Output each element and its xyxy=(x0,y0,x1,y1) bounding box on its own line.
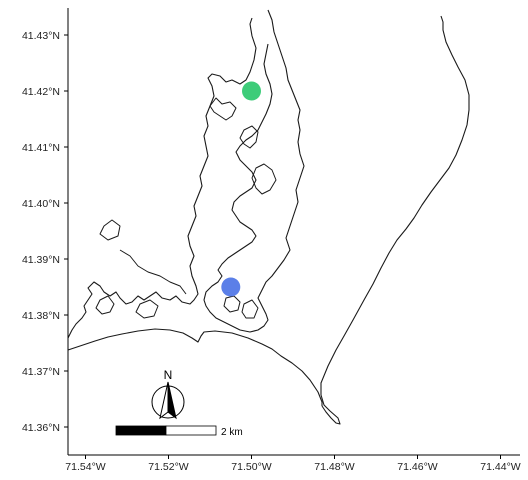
points-layer xyxy=(221,81,261,297)
y-tick-label: 41.41°N xyxy=(22,142,60,154)
y-tick-label: 41.42°N xyxy=(22,86,60,98)
x-axis: 71.54°W 71.52°W 71.50°W 71.48°W 71.46°W 71.44… xyxy=(65,454,521,473)
scale-bar-segment-dark xyxy=(115,425,167,436)
y-tick-label: 41.37°N xyxy=(22,366,60,378)
marsh-island-north xyxy=(209,97,237,121)
x-tick-label: 71.44°W xyxy=(480,461,520,473)
marsh-west xyxy=(67,17,257,339)
y-tick-label: 41.39°N xyxy=(22,254,60,266)
x-tick-label: 71.52°W xyxy=(148,461,188,473)
marsh-island-west-1 xyxy=(95,295,115,315)
scale-bar-segment-light xyxy=(165,425,217,436)
sample-point-site-north[interactable] xyxy=(242,81,261,101)
north-arrow: N xyxy=(151,368,185,420)
marsh-island-central xyxy=(251,163,277,195)
marsh-island-west-3 xyxy=(99,219,121,241)
marsh-island-middle xyxy=(239,125,259,149)
sample-point-site-south[interactable] xyxy=(221,277,241,297)
x-tick-label: 71.48°W xyxy=(314,461,354,473)
coastline-west xyxy=(67,328,323,406)
marsh-creek-west xyxy=(119,249,187,295)
pond-shore-east xyxy=(203,9,305,333)
x-tick-label: 71.46°W xyxy=(397,461,437,473)
x-tick-label: 71.54°W xyxy=(65,461,105,473)
y-axis: 41.43°N 41.42°N 41.41°N 41.40°N 41.39°N 41.38… xyxy=(22,8,69,455)
north-arrow-label: N xyxy=(164,368,173,382)
y-tick-label: 41.38°N xyxy=(22,310,60,322)
north-arrow-right-half xyxy=(167,381,177,420)
y-tick-label: 41.43°N xyxy=(22,30,60,42)
marsh-island-south-2 xyxy=(241,299,259,319)
coastline-east xyxy=(320,15,470,425)
scale-bar-label: 2 km xyxy=(221,427,243,438)
scale-bar: 2 km xyxy=(115,425,243,438)
y-tick-label: 41.36°N xyxy=(22,422,60,434)
marsh-island-west-2 xyxy=(135,299,159,319)
x-tick-label: 71.50°W xyxy=(231,461,271,473)
marsh-island-south-1 xyxy=(223,295,241,313)
y-tick-label: 41.40°N xyxy=(22,198,60,210)
